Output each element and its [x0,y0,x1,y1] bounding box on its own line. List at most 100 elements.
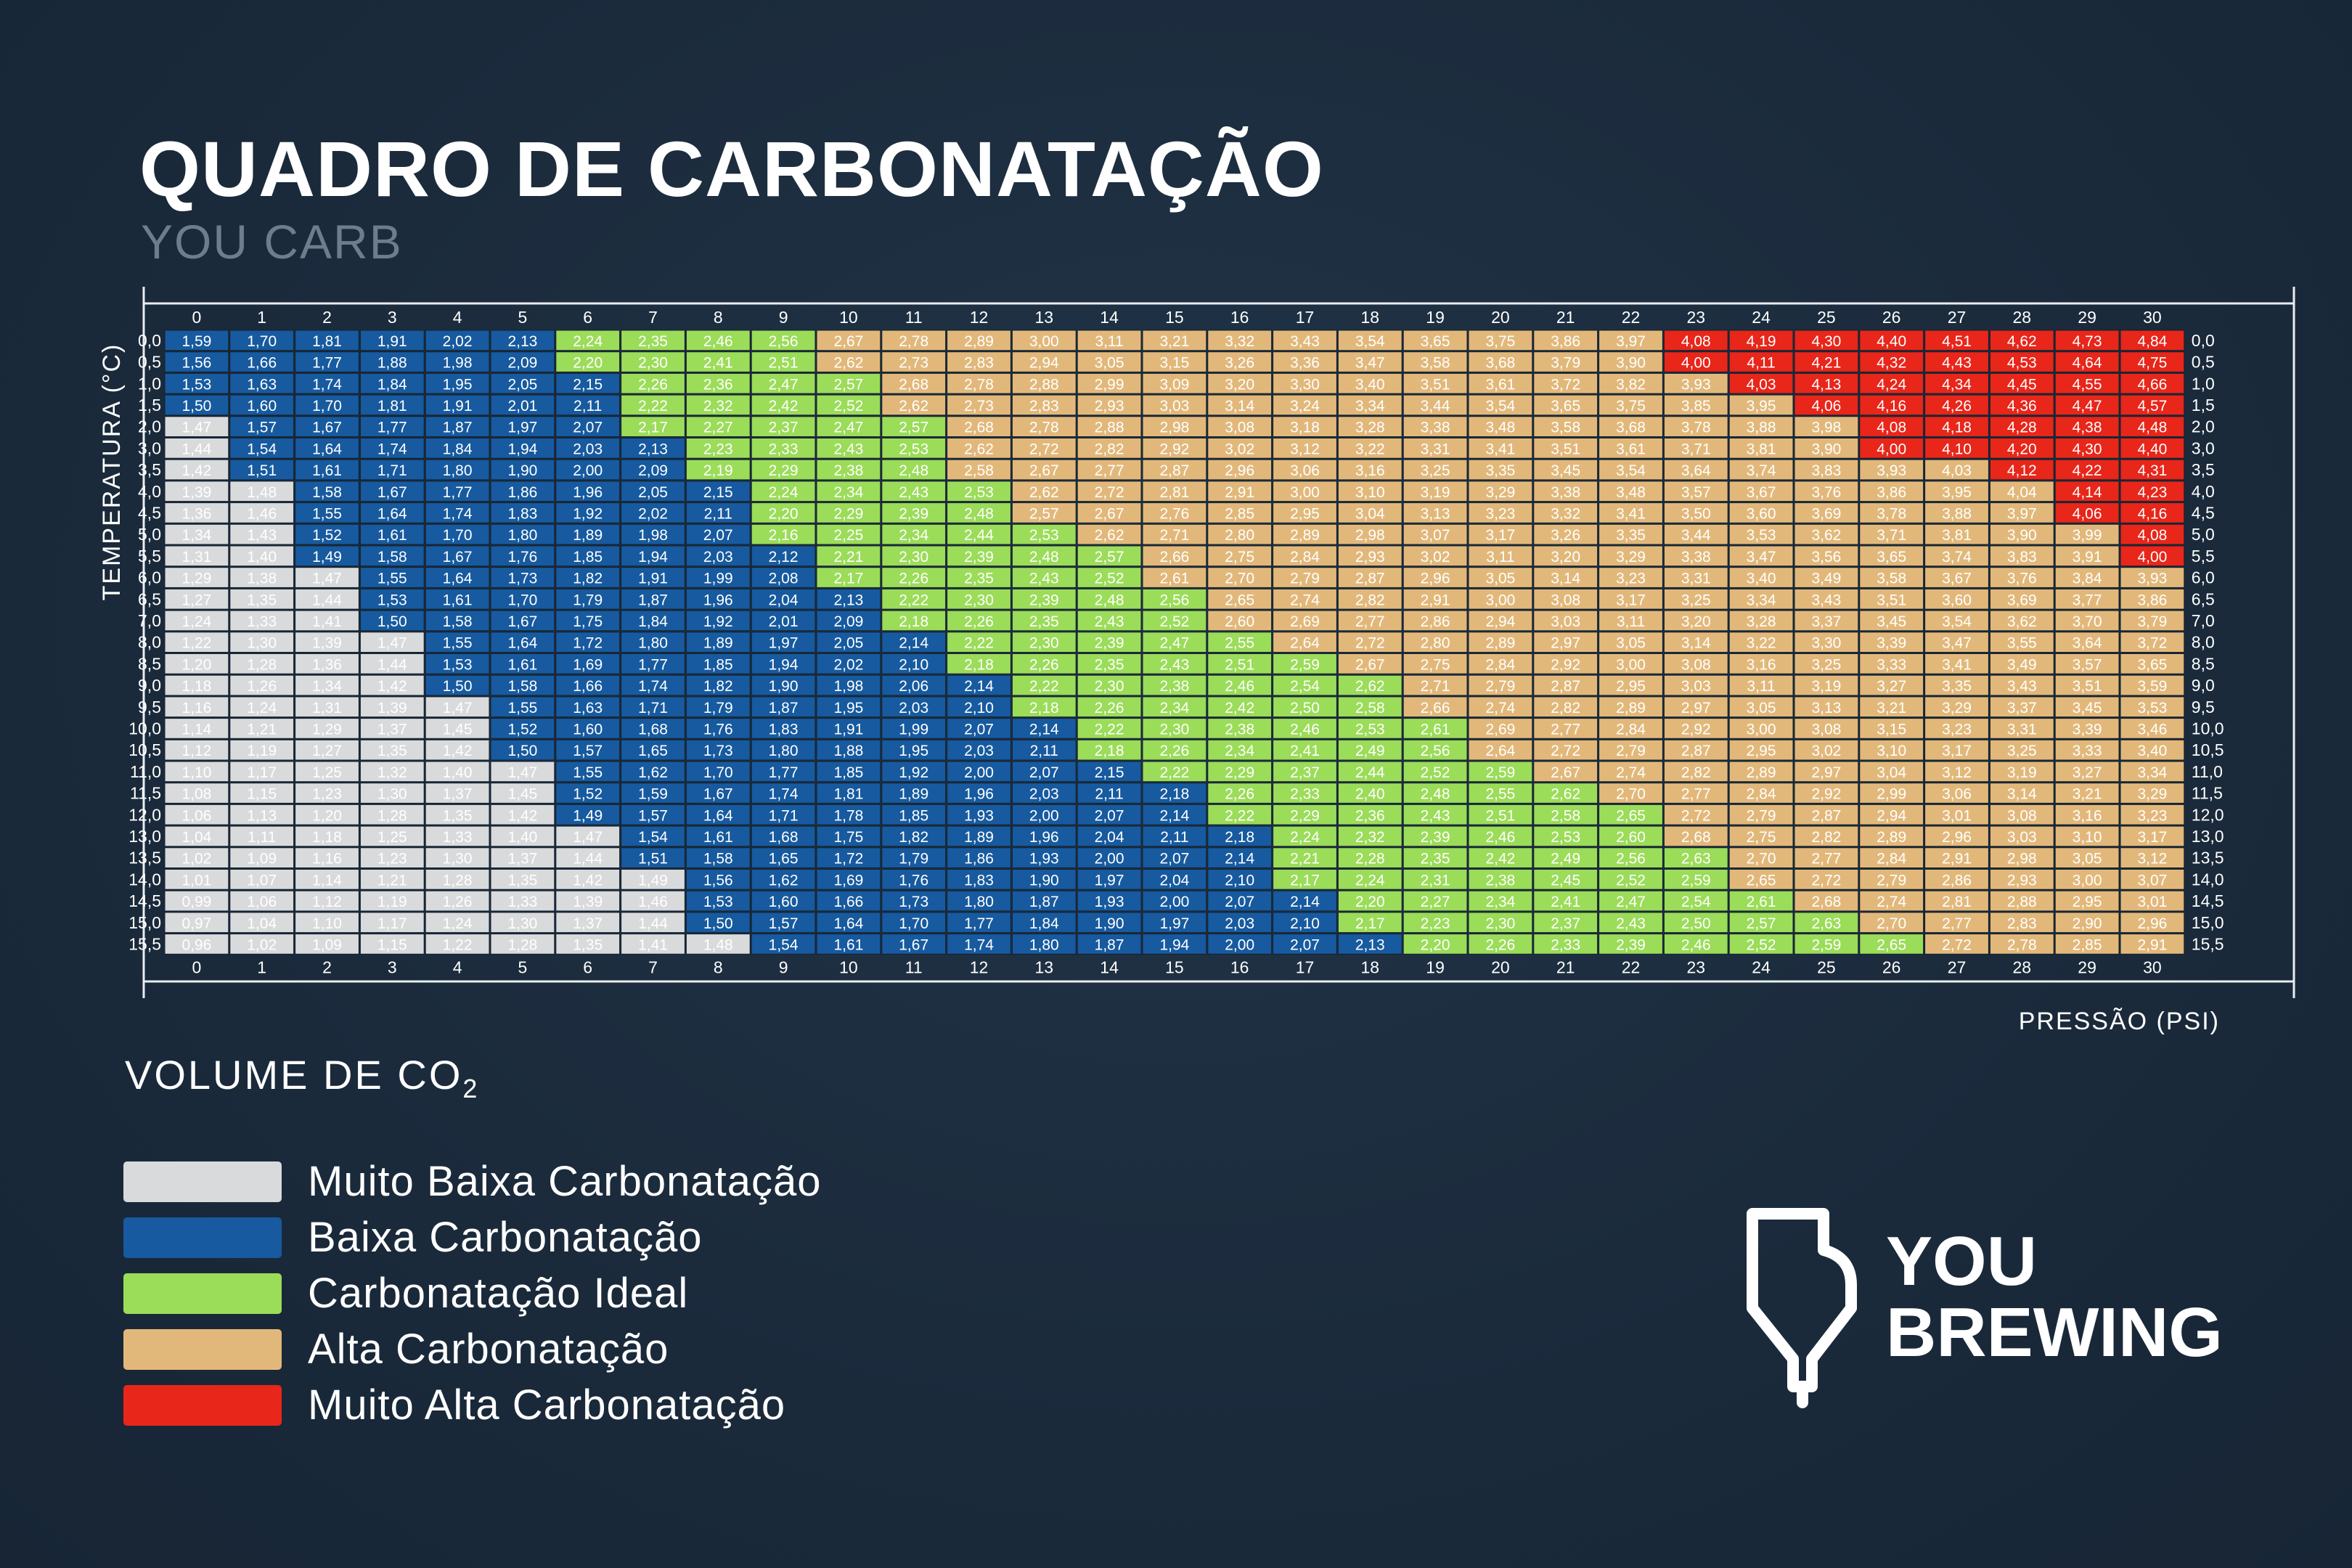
heatmap-cell [1663,804,1728,825]
heatmap-cell [425,934,490,955]
cell-value-label: 1,66 [247,355,277,372]
heatmap-cell [1011,372,1077,394]
cell-value-label: 2,21 [833,549,863,565]
heatmap-cell [1728,394,1794,416]
heatmap-cell [425,869,490,890]
cell-value-label: 1,12 [181,743,211,759]
heatmap-cell [1273,783,1337,804]
x-tick-label-top: 23 [1687,308,1706,327]
heatmap-cell [816,588,881,610]
heatmap-cell [555,696,621,718]
x-axis-label: PRESSÃO (PSI) [2019,1008,2220,1035]
heatmap-cell [1663,416,1728,437]
heatmap-cell [621,912,685,934]
cell-value-label: 3,01 [2137,894,2167,910]
cell-value-label: 3,21 [2073,786,2102,803]
heatmap-cell [1533,761,1598,783]
heatmap-cell [751,610,816,632]
heatmap-cell [490,610,555,632]
cell-value-label: 2,93 [2007,872,2037,889]
heatmap-cell [685,783,751,804]
cell-value-label: 3,33 [2073,743,2102,759]
cell-value-label: 3,69 [2007,592,2037,608]
heatmap-cell [816,761,881,783]
cell-value-label: 2,89 [1747,764,1776,781]
heatmap-cell [1859,783,1924,804]
heatmap-cell [1859,523,1924,545]
y-tick-label-right: 15,5 [2192,934,2224,953]
cell-value-label: 2,42 [769,398,799,415]
cell-value-label: 1,40 [247,549,277,565]
cell-value-label: 4,18 [1942,420,1972,436]
y-tick-label-right: 1,5 [2192,396,2215,415]
cell-value-label: 1,60 [247,398,277,415]
heatmap-cell [1598,912,1663,934]
legend-label: Alta Carbonatação [308,1326,669,1373]
cell-value-label: 3,64 [2073,635,2102,652]
heatmap-cell [164,674,229,696]
cell-value-label: 2,60 [1225,613,1254,630]
heatmap-cell [229,653,295,674]
heatmap-cell [359,696,425,718]
heatmap-cell [490,394,555,416]
cell-value-label: 3,29 [2137,786,2167,803]
cell-value-label: 2,23 [1421,915,1450,932]
heatmap-cell [685,330,751,351]
heatmap-cell [1402,481,1468,502]
heatmap-cell [425,804,490,825]
cell-value-label: 4,04 [2007,484,2037,501]
cell-value-label: 1,96 [573,484,603,501]
cell-value-label: 1,50 [377,613,407,630]
legend-item-high: Alta Carbonatação [123,1326,995,1373]
cell-value-label: 3,18 [1290,420,1320,436]
cell-value-label: 1,26 [247,678,277,695]
cell-value-label: 1,02 [247,936,277,953]
heatmap-cell [1663,718,1728,739]
y-tick-label-left: 8,5 [138,654,161,673]
cell-value-label: 1,20 [181,656,211,673]
heatmap-cell [164,912,229,934]
heatmap-cell [2054,674,2120,696]
heatmap-cell [1077,653,1142,674]
cell-value-label: 1,60 [573,722,603,738]
cell-value-label: 3,51 [1551,441,1580,457]
heatmap-cell [1794,588,1859,610]
heatmap-cell [1598,825,1663,847]
heatmap-cell [1533,545,1598,567]
x-tick-label-top: 28 [2013,308,2032,327]
cell-value-label: 2,35 [638,333,668,350]
y-tick-label-right: 5,0 [2192,525,2215,544]
cell-value-label: 3,58 [1877,571,1906,587]
cell-value-label: 2,17 [638,420,668,436]
y-tick-label-left: 8,0 [138,633,161,652]
cell-value-label: 1,87 [1029,894,1059,910]
cell-value-label: 1,93 [1095,894,1124,910]
heatmap-cell [621,610,685,632]
heatmap-cell [1663,567,1728,588]
y-tick-label-left: 7,0 [138,611,161,630]
cell-value-label: 1,77 [377,420,407,436]
heatmap-cell [621,416,685,437]
heatmap-cell [2054,825,2120,847]
heatmap-cell [1989,394,2054,416]
cell-value-label: 2,39 [1029,592,1059,608]
y-tick-label-left: 6,5 [138,589,161,608]
cell-value-label: 1,16 [312,851,342,867]
heatmap-cell [1142,804,1207,825]
heatmap-cell [295,351,359,372]
heatmap-cell [2120,696,2185,718]
heatmap-cell [555,653,621,674]
cell-value-label: 1,42 [573,872,603,889]
heatmap-cell [1142,825,1207,847]
cell-value-label: 1,14 [181,722,211,738]
cell-value-label: 1,13 [247,807,277,824]
x-tick-label-top: 29 [2078,308,2096,327]
cell-value-label: 2,98 [1159,420,1189,436]
cell-value-label: 3,01 [1942,807,1972,824]
cell-value-label: 2,93 [1095,398,1124,415]
cell-value-label: 1,50 [507,743,537,759]
cell-value-label: 2,87 [1811,807,1841,824]
cell-value-label: 2,02 [833,656,863,673]
heatmap-cell [1337,351,1402,372]
heatmap-cell [1468,825,1533,847]
